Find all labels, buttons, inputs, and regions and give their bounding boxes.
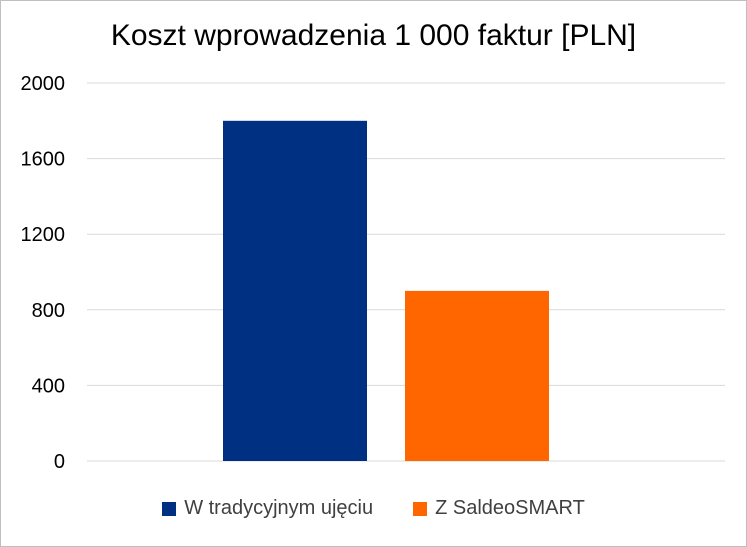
legend-item-series-2: Z SaldeoSMART: [413, 497, 585, 520]
bar-series-2: [405, 290, 549, 461]
legend-label-series-2: Z SaldeoSMART: [435, 497, 585, 519]
y-tick-label: 1200: [21, 224, 66, 246]
y-tick-label: 1600: [21, 149, 66, 171]
y-tick-label: 0: [54, 451, 65, 473]
y-tick-label: 800: [32, 300, 65, 322]
chart-title: Koszt wprowadzenia 1 000 faktur [PLN]: [110, 19, 637, 52]
y-tick-label: 2000: [21, 73, 66, 95]
legend-swatch-series-1: [162, 501, 177, 516]
chart-plot: 0 400 800 1200 1600 2000: [21, 73, 725, 473]
legend-label-series-1: W tradycyjnym ujęciu: [184, 497, 374, 519]
bar-series-1: [223, 120, 367, 462]
chart-legend: W tradycyjnym ujęciu Z SaldeoSMART: [1, 497, 746, 520]
y-tick-label: 400: [32, 375, 65, 397]
legend-swatch-series-2: [413, 501, 428, 516]
legend-item-series-1: W tradycyjnym ujęciu: [162, 497, 373, 520]
